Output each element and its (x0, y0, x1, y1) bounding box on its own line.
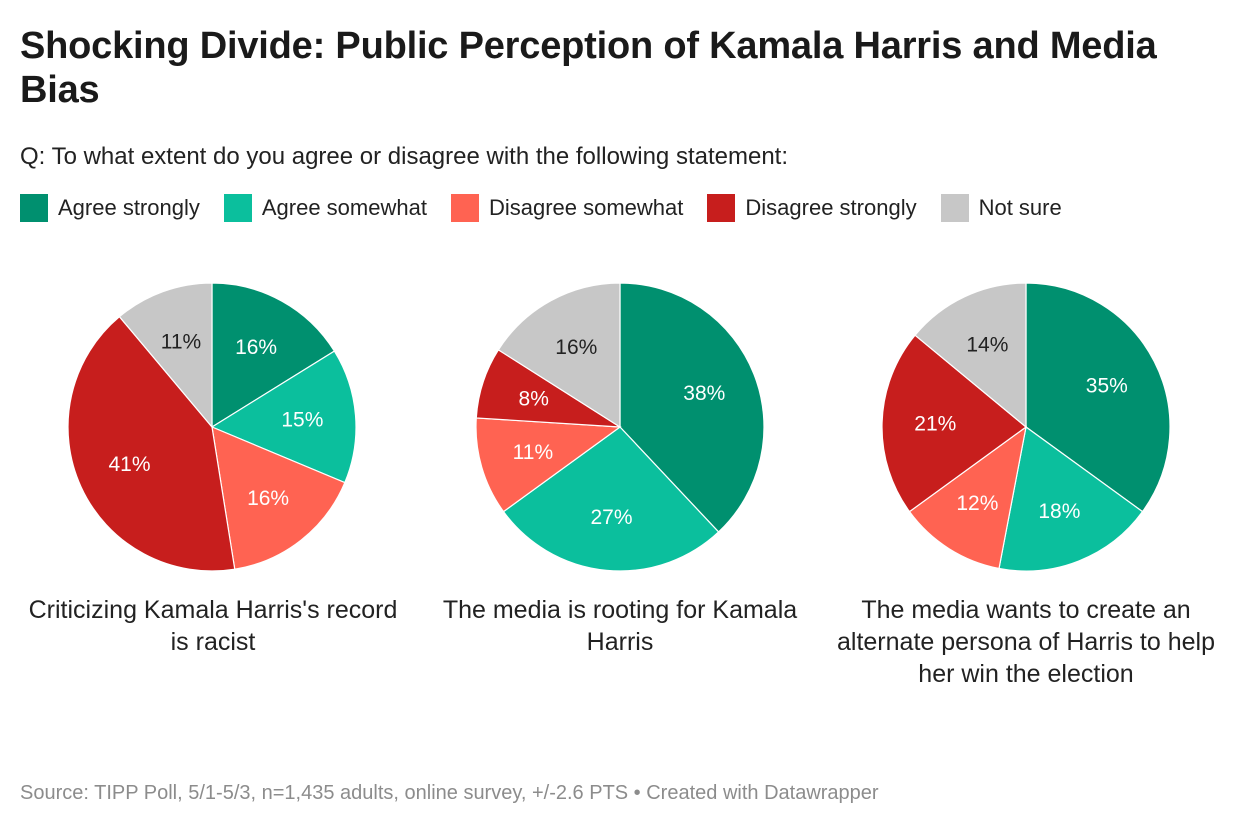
pie-2-slice-not-sure (497, 282, 621, 429)
source-note: Source: TIPP Poll, 5/1-5/3, n=1,435 adul… (20, 782, 879, 804)
legend-swatch (20, 194, 48, 222)
pie-2-slice-disagree-somewhat (475, 417, 622, 513)
pie-1-slice-disagree-strongly (67, 315, 236, 572)
pie-1-label-disagree-strongly: 41% (108, 453, 150, 476)
pie-2-label-not-sure: 16% (555, 336, 597, 359)
pie-2: 38% 27% 11% 8% 16% (475, 282, 765, 572)
legend-item-agree-somewhat: Agree somewhat (223, 194, 427, 222)
legend-item-disagree-somewhat: Disagree somewhat (450, 194, 684, 222)
pie-2-label-disagree-strongly: 8% (519, 388, 549, 411)
legend-swatch (223, 194, 252, 222)
legend-swatch (707, 194, 736, 222)
pie-1-label-not-sure: 11% (161, 330, 201, 353)
pie-3-slice-disagree-somewhat (908, 425, 1027, 570)
pie-1-label-agree-strongly: 16% (235, 336, 277, 359)
legend-item-agree-strongly: Agree strongly (20, 194, 200, 222)
legend-item-disagree-strongly: Disagree strongly (707, 194, 917, 222)
pie-1-slice-agree-strongly (211, 282, 336, 429)
pie-3-label-disagree-strongly: 21% (914, 413, 956, 436)
pie-2-label-disagree-somewhat: 11% (513, 441, 553, 464)
pie-1-slice-not-sure (118, 282, 213, 429)
pie-3-slice-not-sure (914, 282, 1027, 429)
legend-label: Disagree somewhat (488, 195, 684, 220)
pie-3-label-disagree-somewhat: 12% (956, 492, 998, 515)
pie-1-label-agree-somewhat: 15% (281, 408, 323, 431)
legend-label: Agree somewhat (261, 195, 427, 220)
legend-swatch (450, 194, 479, 222)
legend-swatch (940, 194, 969, 222)
pie-caption-racist: Criticizing Kamala Harris's record is ra… (28, 596, 398, 656)
pie-3-label-agree-strongly: 35% (1086, 374, 1128, 397)
legend: Agree strongly Agree somewhat Disagree s… (20, 193, 1086, 223)
pie-3-label-agree-somewhat: 18% (1038, 500, 1080, 523)
pie-3-slice-agree-strongly (1025, 282, 1171, 513)
pie-caption-persona: The media wants to create an alternate p… (837, 596, 1215, 688)
legend-label: Not sure (978, 195, 1062, 220)
pie-1-slice-agree-somewhat (210, 350, 357, 484)
chart-title: Shocking Divide: Public Perception of Ka… (20, 25, 1157, 111)
pie-3: 35% 18% 12% 21% 14% (881, 282, 1171, 572)
pie-3-label-not-sure: 14% (966, 333, 1008, 356)
legend-label: Agree strongly (58, 195, 200, 220)
pie-2-label-agree-somewhat: 27% (590, 506, 632, 529)
pie-caption-rooting: The media is rooting for Kamala Harris (442, 596, 798, 656)
pie-1-label-disagree-somewhat: 16% (247, 487, 289, 510)
pie-2-label-agree-strongly: 38% (683, 382, 725, 405)
pie-2-slice-agree-somewhat (502, 426, 720, 572)
pie-1-slice-disagree-somewhat (211, 426, 346, 570)
pie-2-slice-agree-strongly (619, 282, 765, 533)
pie-3-slice-disagree-strongly (881, 334, 1027, 513)
pie-3-slice-agree-somewhat (998, 425, 1144, 572)
legend-item-not-sure: Not sure (940, 194, 1062, 222)
pie-1: 16% 15% 16% 41% 11% (67, 282, 357, 572)
chart-subtitle: Q: To what extent do you agree or disagr… (20, 143, 788, 170)
legend-label: Disagree strongly (745, 195, 917, 220)
